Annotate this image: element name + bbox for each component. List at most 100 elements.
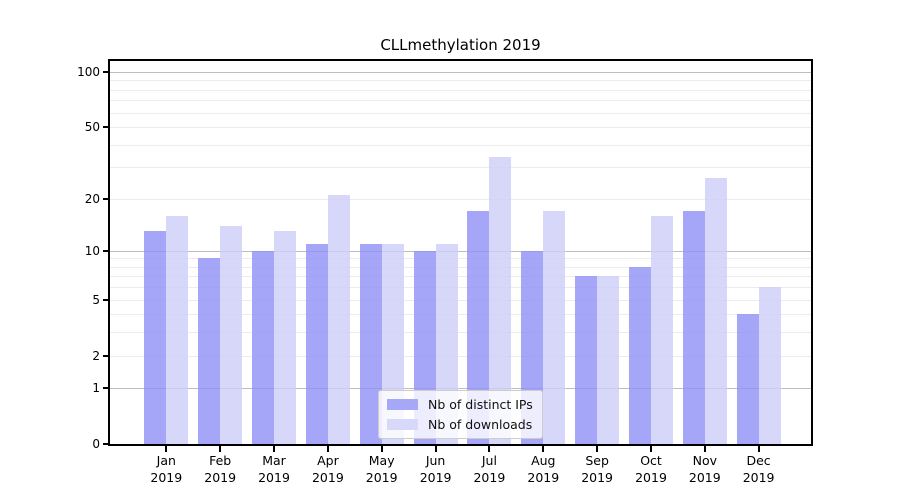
x-tick-year: 2019 [150, 469, 183, 485]
x-tick-year: 2019 [311, 469, 344, 485]
x-tick-label-jan-2019: Jan 2019 [131, 453, 201, 487]
legend-row-downloads: Nb of downloads [387, 417, 533, 432]
x-tick-feb-2019 [219, 446, 222, 452]
bar-nb-of-distinct-ips-jan-2019 [144, 231, 167, 444]
y-tick-100 [103, 71, 110, 73]
bar-nb-of-distinct-ips-apr-2019 [305, 243, 328, 444]
gridline-minor-9 [110, 258, 811, 260]
y-tick-0 [103, 443, 110, 445]
y-tick-label-2: 2 [92, 348, 100, 363]
x-tick-label-aug-2019: Aug 2019 [508, 453, 578, 487]
x-tick-jul-2019 [488, 446, 491, 452]
x-tick-year: 2019 [419, 469, 452, 485]
bar-nb-of-downloads-feb-2019 [220, 225, 243, 444]
y-tick-50 [103, 126, 110, 129]
x-tick-month: Jun [425, 453, 446, 468]
bar-nb-of-distinct-ips-nov-2019 [682, 211, 705, 444]
x-tick-year: 2019 [581, 469, 613, 485]
x-tick-year: 2019 [688, 469, 721, 485]
gridline-minor-7 [110, 276, 811, 278]
gridline-minor-40 [110, 144, 811, 146]
x-tick-jan-2019 [165, 446, 168, 452]
legend-label-downloads: Nb of downloads [428, 417, 533, 432]
x-tick-year: 2019 [204, 469, 237, 485]
x-tick-month: Dec [746, 453, 771, 468]
bar-nb-of-downloads-mar-2019 [274, 231, 296, 444]
x-tick-sep-2019 [596, 446, 599, 452]
bar-nb-of-distinct-ips-mar-2019 [252, 250, 274, 444]
y-tick-label-5: 5 [92, 292, 100, 307]
y-tick-1 [103, 387, 110, 390]
gridline-minor-20 [110, 198, 811, 200]
y-tick-5 [103, 298, 110, 301]
bar-nb-of-distinct-ips-jul-2019 [467, 211, 490, 444]
bar-nb-of-downloads-dec-2019 [758, 287, 781, 444]
x-tick-month: Jul [481, 453, 497, 468]
y-tick-label-1: 1 [92, 381, 100, 396]
gridline-major-1 [110, 388, 811, 390]
gridline-minor-8 [110, 266, 811, 268]
bar-nb-of-downloads-sep-2019 [597, 276, 620, 444]
plot-area [110, 61, 811, 444]
x-tick-apr-2019 [326, 446, 329, 452]
x-tick-year: 2019 [635, 469, 667, 485]
x-tick-month: Aug [531, 453, 556, 468]
gridline-minor-4 [110, 314, 811, 316]
bar-nb-of-distinct-ips-dec-2019 [736, 314, 759, 444]
y-tick-label-100: 100 [77, 65, 100, 79]
bar-nb-of-downloads-jul-2019 [489, 157, 512, 444]
x-tick-label-feb-2019: Feb 2019 [185, 453, 255, 487]
y-tick-10 [103, 249, 110, 252]
x-tick-label-oct-2019: Oct 2019 [616, 453, 686, 487]
x-tick-month: Oct [640, 453, 662, 468]
x-tick-label-apr-2019: Apr 2019 [293, 453, 363, 487]
x-tick-oct-2019 [650, 446, 652, 452]
x-tick-year: 2019 [473, 469, 506, 485]
x-tick-label-nov-2019: Nov 2019 [670, 453, 740, 487]
bar-nb-of-distinct-ips-may-2019 [359, 243, 382, 444]
x-tick-label-may-2019: May 2019 [347, 453, 417, 487]
x-tick-nov-2019 [703, 446, 706, 452]
bar-nb-of-distinct-ips-sep-2019 [575, 276, 598, 444]
legend-row-distinct-ips: Nb of distinct IPs [387, 397, 533, 412]
chart-title: CLLmethylation 2019 [380, 36, 541, 54]
bar-nb-of-downloads-oct-2019 [651, 215, 673, 444]
gridline-major-100 [110, 72, 811, 73]
bar-nb-of-downloads-aug-2019 [543, 211, 566, 444]
x-tick-jun-2019 [434, 446, 437, 452]
bar-nb-of-distinct-ips-oct-2019 [629, 266, 651, 444]
x-tick-year: 2019 [365, 469, 398, 485]
gridline-minor-60 [110, 112, 811, 114]
y-tick-label-10: 10 [84, 243, 100, 258]
x-tick-year: 2019 [527, 469, 560, 485]
x-tick-aug-2019 [542, 446, 545, 452]
x-tick-label-dec-2019: Dec 2019 [724, 453, 794, 487]
legend-swatch-downloads [387, 419, 418, 430]
y-tick-2 [103, 354, 110, 357]
x-tick-may-2019 [380, 446, 383, 452]
x-tick-month: Sep [585, 453, 609, 468]
bar-nb-of-downloads-jan-2019 [166, 215, 189, 444]
y-tick-label-0: 0 [92, 437, 100, 451]
gridline-minor-3 [110, 332, 811, 334]
x-tick-month: Apr [317, 453, 339, 468]
bar-nb-of-downloads-apr-2019 [327, 194, 350, 444]
x-tick-label-jul-2019: Jul 2019 [454, 453, 524, 487]
x-tick-mar-2019 [273, 446, 275, 452]
y-tick-label-50: 50 [84, 120, 100, 135]
gridline-major-10 [110, 250, 811, 252]
x-tick-label-sep-2019: Sep 2019 [562, 453, 632, 487]
gridline-minor-5 [110, 299, 811, 301]
gridline-minor-50 [110, 127, 811, 129]
x-tick-month: Feb [209, 453, 232, 468]
x-tick-month: Mar [262, 453, 286, 468]
gridline-minor-2 [110, 355, 811, 357]
y-tick-20 [103, 197, 110, 200]
x-tick-label-mar-2019: Mar 2019 [239, 453, 309, 487]
x-tick-year: 2019 [258, 469, 290, 485]
gridline-minor-30 [110, 167, 811, 169]
x-tick-month: Nov [692, 453, 717, 468]
gridline-minor-70 [110, 100, 811, 102]
gridline-minor-6 [110, 287, 811, 289]
